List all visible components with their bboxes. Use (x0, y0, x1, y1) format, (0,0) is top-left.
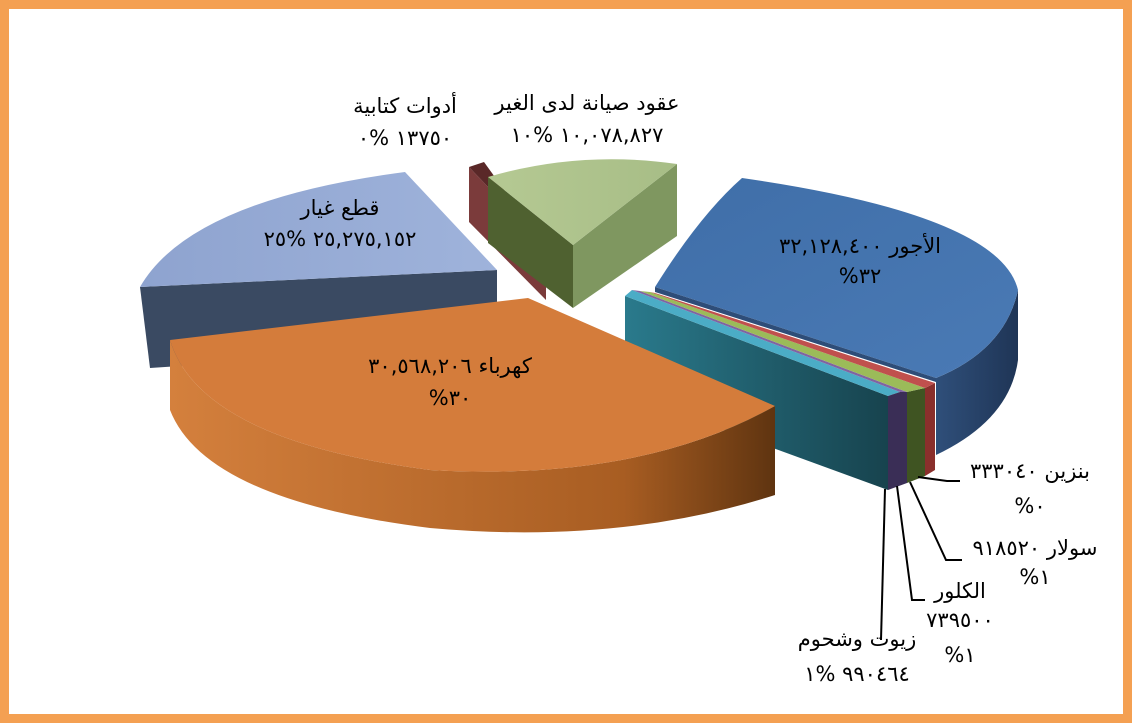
leader-diesel (909, 481, 962, 561)
slice-chlorine-side (888, 392, 907, 490)
label-stationery-value: ١٣٧٥٠ %٠ (358, 126, 452, 150)
slice-maintenance-right-side (573, 164, 677, 308)
slice-electricity-top (170, 298, 775, 472)
label-chlorine-value: ٧٣٩٥٠٠ (926, 608, 994, 632)
slice-maintenance-top (488, 159, 677, 245)
label-diesel-name: سولار ٩١٨٥٢٠ (973, 536, 1098, 560)
slice-wages (655, 178, 1018, 455)
slice-wages-side (936, 290, 1018, 455)
slice-electricity-side (170, 340, 775, 533)
slice-petrol-top (650, 292, 935, 388)
slice-wages-top (655, 178, 1018, 378)
slice-diesel-top (640, 291, 925, 392)
label-spare-parts-name: قطع غيار (300, 196, 380, 220)
slice-wages-inner-edge (655, 287, 936, 382)
slice-chlorine-top (632, 290, 907, 392)
slice-electricity (170, 298, 775, 533)
label-petrol-percent: %٠ (1014, 494, 1045, 518)
label-oils-value: ٩٩٠٤٦٤ %١ (804, 662, 910, 686)
label-maintenance-name: عقود صيانة لدى الغير (493, 91, 679, 115)
label-chlorine-name: الكلور (933, 579, 986, 603)
small-slices-block (625, 290, 935, 490)
label-wages-name: الأجور ٣٢,١٢٨,٤٠٠ (779, 233, 941, 258)
slice-oils-top-edge (625, 290, 900, 396)
slice-spare-parts-top (140, 172, 497, 287)
slice-oils-left-side (625, 296, 888, 490)
data-labels: الأجور ٣٢,١٢٨,٤٠٠ %٣٢ كهرباء ٣٠,٥٦٨,٢٠٦ … (264, 91, 1098, 686)
label-chlorine-percent: %١ (944, 643, 975, 667)
label-electricity-percent: %٣٠ (429, 386, 472, 410)
label-oils-name: زيوت وشحوم (798, 627, 916, 651)
leader-chlorine (896, 485, 925, 601)
slice-maintenance (488, 159, 677, 308)
label-diesel-percent: %١ (1019, 565, 1050, 589)
leader-petrol (917, 476, 960, 482)
slice-maintenance-left-side (488, 177, 573, 308)
label-stationery-name: أدوات كتابية (353, 92, 457, 118)
leader-oils (880, 488, 886, 641)
label-maintenance-value: ١٠,٠٧٨,٨٢٧ %١٠ (511, 123, 664, 147)
label-petrol-name: بنزين ٣٣٣٠٤٠ (970, 459, 1090, 483)
leader-lines (880, 476, 962, 641)
label-wages-percent: %٣٢ (839, 264, 882, 288)
slice-diesel-side (907, 388, 925, 483)
label-electricity-name: كهرباء ٣٠,٥٦٨,٢٠٦ (368, 354, 532, 378)
label-spare-parts-value: ٢٥,٢٧٥,١٥٢ %٢٥ (264, 227, 417, 251)
slice-petrol-side (925, 383, 935, 476)
